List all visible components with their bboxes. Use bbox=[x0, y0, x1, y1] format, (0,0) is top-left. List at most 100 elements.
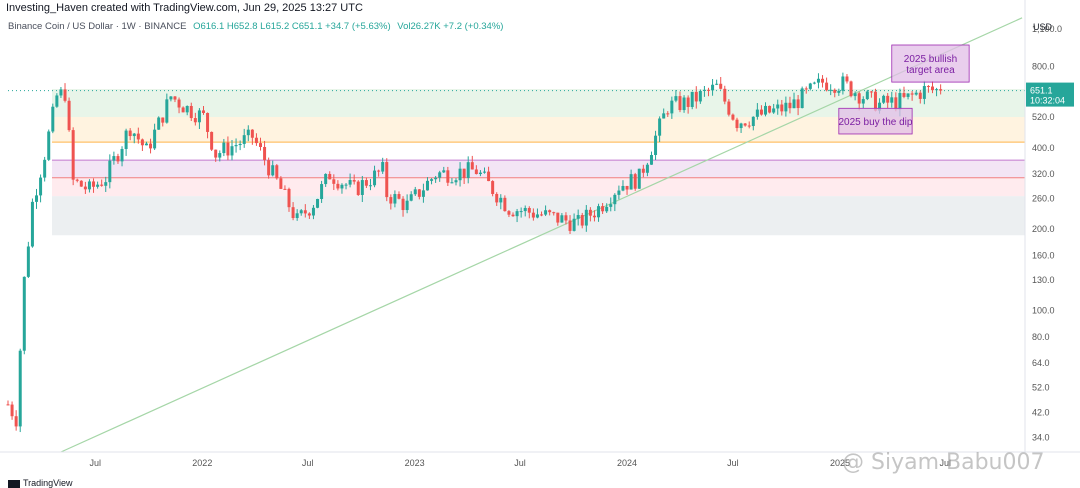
candle bbox=[116, 153, 120, 164]
candle bbox=[458, 162, 462, 187]
candle bbox=[625, 185, 629, 195]
candle bbox=[157, 116, 161, 130]
candle bbox=[796, 94, 800, 116]
candle bbox=[825, 77, 829, 92]
candle bbox=[466, 156, 470, 184]
candle bbox=[576, 209, 580, 226]
candle bbox=[446, 166, 450, 186]
candle bbox=[124, 128, 128, 156]
candle bbox=[132, 132, 136, 144]
y-tick-label: 260.0 bbox=[1032, 193, 1055, 203]
symbol-name[interactable]: Binance Coin / US Dollar · 1W · BINANCE bbox=[8, 21, 187, 32]
candle bbox=[808, 82, 812, 91]
x-tick-label: Jul bbox=[727, 458, 739, 468]
candle bbox=[735, 117, 739, 132]
candle bbox=[430, 178, 434, 185]
candle bbox=[263, 140, 267, 166]
candle bbox=[641, 164, 645, 178]
candle bbox=[173, 96, 177, 103]
candle bbox=[279, 176, 283, 190]
y-tick-label: 34.0 bbox=[1032, 432, 1050, 442]
candle bbox=[149, 138, 153, 154]
candle bbox=[140, 138, 144, 151]
tradingview-logo-icon bbox=[8, 479, 20, 488]
candle bbox=[592, 210, 596, 222]
candle bbox=[425, 177, 429, 191]
candle bbox=[572, 213, 576, 232]
candle bbox=[829, 84, 833, 96]
candle bbox=[837, 88, 841, 96]
candle bbox=[161, 117, 165, 127]
candle bbox=[702, 85, 706, 97]
candle bbox=[214, 149, 218, 162]
annotation-box-1 bbox=[838, 107, 913, 135]
candle bbox=[14, 410, 18, 431]
candle bbox=[189, 102, 193, 122]
candle bbox=[6, 400, 10, 406]
candle bbox=[201, 105, 205, 115]
candle bbox=[890, 91, 894, 108]
candle bbox=[144, 141, 148, 146]
candle bbox=[654, 130, 658, 160]
candle bbox=[682, 95, 686, 113]
candle bbox=[18, 348, 22, 433]
candle bbox=[601, 203, 605, 215]
candle bbox=[193, 112, 197, 126]
candle bbox=[719, 76, 723, 90]
support-zone-2 bbox=[52, 160, 1025, 178]
candle bbox=[784, 96, 788, 117]
candle bbox=[344, 183, 348, 190]
candle bbox=[605, 203, 609, 213]
candle bbox=[772, 103, 776, 114]
symbol-legend: Binance Coin / US Dollar · 1W · BINANCE … bbox=[8, 21, 503, 32]
tradingview-footer: TradingView bbox=[8, 478, 73, 488]
candle bbox=[283, 185, 287, 190]
candle bbox=[922, 80, 926, 105]
candle bbox=[800, 86, 804, 109]
candle bbox=[35, 188, 39, 209]
x-tick-label: 2024 bbox=[617, 458, 637, 468]
candle bbox=[434, 175, 438, 183]
candle bbox=[519, 207, 523, 218]
last-price-tag bbox=[1026, 82, 1074, 107]
candle bbox=[503, 195, 507, 212]
candle bbox=[442, 166, 446, 174]
candle bbox=[629, 169, 633, 190]
candle bbox=[22, 276, 26, 355]
candle bbox=[853, 91, 857, 101]
candle bbox=[108, 154, 112, 189]
candle bbox=[495, 192, 499, 206]
candle bbox=[649, 151, 653, 165]
candle bbox=[250, 129, 254, 145]
candle bbox=[527, 206, 531, 219]
annotation-box-0 bbox=[891, 44, 970, 83]
candle bbox=[79, 180, 83, 187]
countdown-label: 10:32:04 bbox=[1030, 96, 1065, 106]
annotation-label-1: 2025 buy the dip bbox=[838, 117, 912, 128]
candle bbox=[548, 209, 552, 216]
candle bbox=[397, 191, 401, 200]
candle bbox=[491, 180, 495, 197]
candle bbox=[552, 211, 556, 216]
candle bbox=[352, 174, 356, 185]
candle bbox=[348, 173, 352, 188]
y-tick-label: 64.0 bbox=[1032, 358, 1050, 368]
candle bbox=[234, 138, 238, 153]
candle bbox=[438, 170, 442, 182]
candle bbox=[711, 79, 715, 96]
x-tick-label: 2022 bbox=[192, 458, 212, 468]
candle bbox=[377, 169, 381, 177]
candle bbox=[849, 80, 853, 98]
annotation-label-0: 2025 bullish bbox=[904, 54, 957, 65]
candle bbox=[136, 127, 140, 144]
y-tick-label: 1,100.0 bbox=[1032, 24, 1062, 34]
candle bbox=[316, 198, 320, 209]
candle bbox=[230, 139, 234, 161]
candle bbox=[332, 174, 336, 191]
candle bbox=[177, 97, 181, 114]
candle bbox=[295, 209, 299, 221]
annotation-label-0: target area bbox=[906, 65, 955, 76]
candle bbox=[788, 96, 792, 114]
candle bbox=[405, 194, 409, 214]
